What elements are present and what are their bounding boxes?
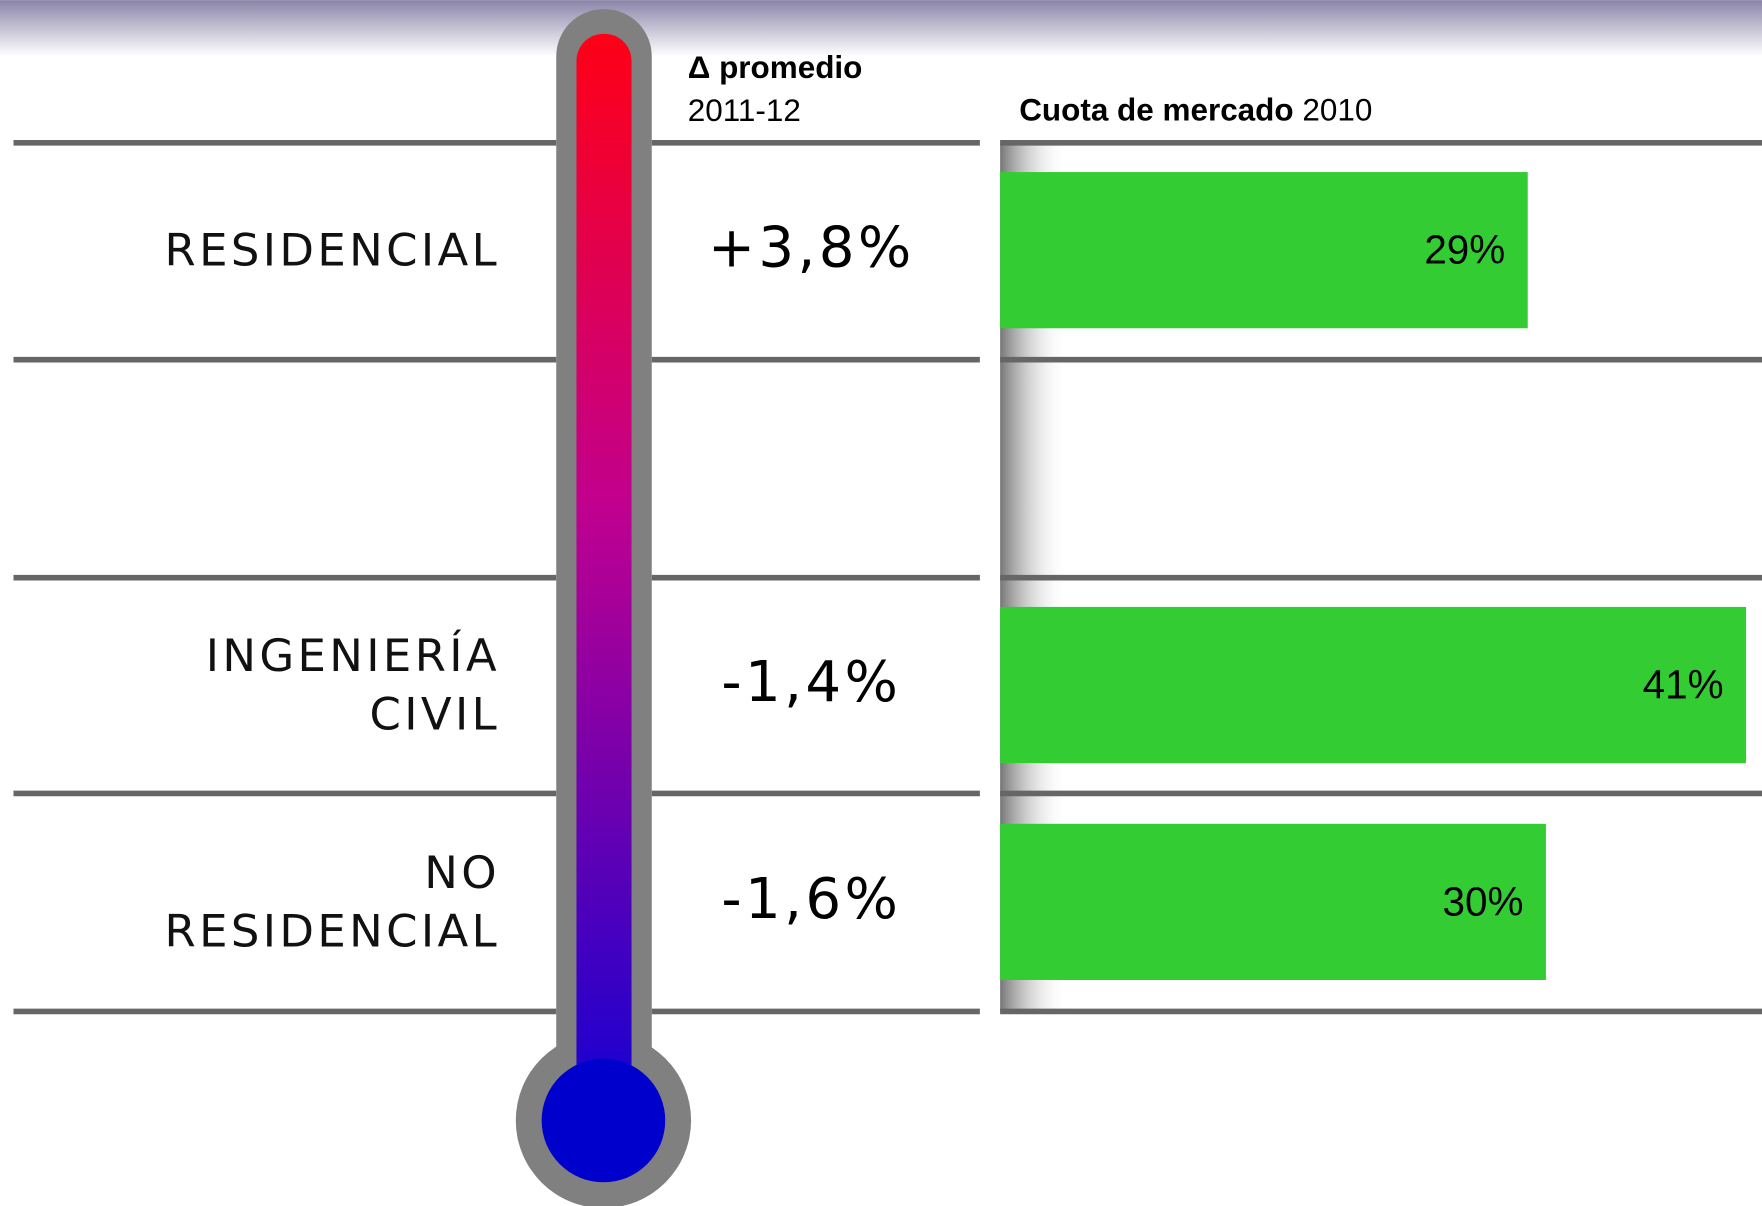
header-band	[0, 0, 1762, 57]
series-header: Cuota de mercado 2010	[1019, 93, 1372, 128]
category-label-box: NO RESIDENCIAL	[164, 847, 501, 958]
change-title: Δ promedio	[688, 50, 863, 85]
bar-label: 29%	[1424, 227, 1505, 273]
category-label: INGENIERÍA CIVIL	[205, 630, 501, 741]
category-label-box: INGENIERÍA CIVIL	[205, 630, 501, 741]
row-lines	[13, 140, 1762, 1015]
category-label: RESIDENCIAL	[164, 224, 501, 277]
category-label: NO RESIDENCIAL	[164, 847, 501, 958]
legend-subtitle: 2010	[1302, 93, 1372, 128]
bar	[1000, 823, 1546, 981]
bar-label: 30%	[1443, 878, 1524, 924]
bar	[1000, 172, 1528, 329]
bar	[1000, 606, 1747, 764]
category-label-box: RESIDENCIAL	[164, 224, 501, 277]
change-value: +3,8%	[708, 215, 915, 280]
legend-name: Cuota de mercado	[1019, 93, 1293, 128]
thermometer	[515, 9, 692, 1206]
change-value: -1,6%	[721, 867, 901, 932]
bar-label: 41%	[1643, 662, 1724, 708]
change-subtitle: 2011-12	[688, 93, 801, 128]
change-value: -1,4%	[721, 650, 901, 715]
